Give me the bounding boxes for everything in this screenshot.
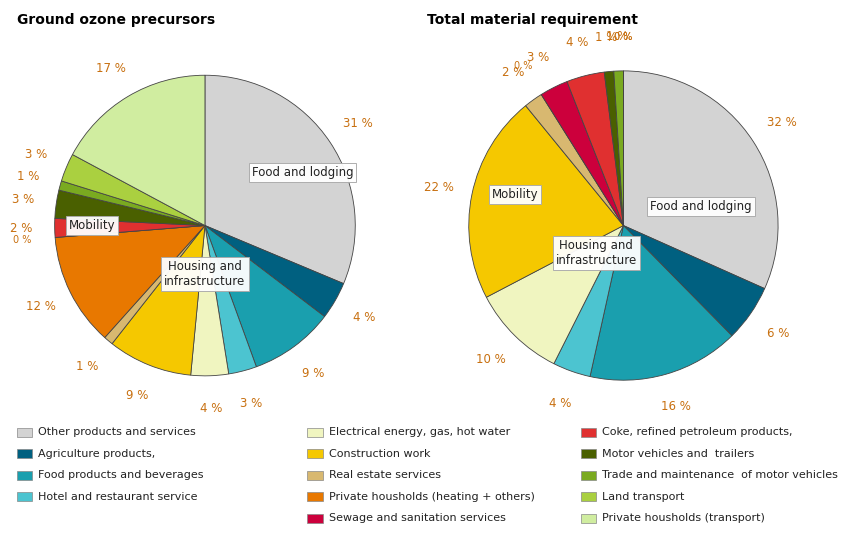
Text: 0 %: 0 % — [13, 235, 32, 245]
Wedge shape — [61, 155, 205, 226]
Text: 16 %: 16 % — [660, 401, 690, 413]
Text: Housing and
infrastructure: Housing and infrastructure — [164, 260, 246, 288]
Text: 4 %: 4 % — [200, 402, 222, 415]
Text: 2 %: 2 % — [502, 66, 524, 79]
Text: 10 %: 10 % — [476, 353, 505, 366]
Text: 0 %: 0 % — [613, 32, 632, 42]
Text: Land transport: Land transport — [601, 492, 683, 502]
Text: Coke, refined petroleum products,: Coke, refined petroleum products, — [601, 427, 792, 437]
Wedge shape — [55, 226, 205, 237]
Wedge shape — [623, 226, 763, 336]
Text: Housing and
infrastructure: Housing and infrastructure — [555, 238, 636, 266]
Wedge shape — [205, 226, 256, 374]
Wedge shape — [554, 226, 623, 376]
Wedge shape — [525, 95, 623, 226]
Wedge shape — [55, 190, 205, 226]
Text: Trade and maintenance  of motor vehicles: Trade and maintenance of motor vehicles — [601, 470, 837, 480]
Wedge shape — [112, 226, 205, 375]
Wedge shape — [589, 226, 731, 380]
Wedge shape — [73, 75, 205, 226]
Wedge shape — [541, 82, 623, 226]
Text: 31 %: 31 % — [342, 118, 372, 130]
Text: Mobility: Mobility — [69, 219, 115, 232]
Text: 2 %: 2 % — [10, 222, 32, 235]
Text: Sewage and sanitation services: Sewage and sanitation services — [328, 513, 505, 523]
Wedge shape — [205, 226, 343, 317]
Text: Motor vehicles and  trailers: Motor vehicles and trailers — [601, 449, 753, 459]
Wedge shape — [59, 181, 205, 226]
Text: Agriculture products,: Agriculture products, — [38, 449, 155, 459]
Text: 4 %: 4 % — [565, 36, 588, 49]
Text: 3 %: 3 % — [240, 396, 262, 410]
Wedge shape — [55, 219, 205, 237]
Text: 4 %: 4 % — [352, 311, 374, 324]
Text: Electrical energy, gas, hot water: Electrical energy, gas, hot water — [328, 427, 509, 437]
Wedge shape — [613, 71, 623, 226]
Text: Mobility: Mobility — [491, 188, 538, 201]
Text: 1 %: 1 % — [17, 170, 39, 183]
Text: Food and lodging: Food and lodging — [252, 166, 353, 179]
Text: 12 %: 12 % — [26, 301, 55, 314]
Text: 3 %: 3 % — [12, 193, 34, 206]
Text: 17 %: 17 % — [96, 62, 125, 75]
Text: 3 %: 3 % — [527, 50, 549, 63]
Text: 3 %: 3 % — [25, 148, 47, 161]
Text: Other products and services: Other products and services — [38, 427, 196, 437]
Text: 9 %: 9 % — [125, 389, 148, 402]
Text: Construction work: Construction work — [328, 449, 430, 459]
Text: 1 %: 1 % — [606, 31, 628, 43]
Text: Real estate services: Real estate services — [328, 470, 440, 480]
Text: Private housholds (transport): Private housholds (transport) — [601, 513, 764, 523]
Wedge shape — [55, 226, 205, 338]
Text: 4 %: 4 % — [548, 397, 571, 410]
Wedge shape — [468, 106, 623, 297]
Text: Food products and beverages: Food products and beverages — [38, 470, 204, 480]
Wedge shape — [604, 71, 623, 226]
Text: 1 %: 1 % — [76, 359, 98, 373]
Text: 9 %: 9 % — [302, 367, 324, 380]
Text: 22 %: 22 % — [423, 181, 453, 194]
Text: Food and lodging: Food and lodging — [649, 200, 751, 213]
Wedge shape — [105, 226, 205, 344]
Text: 1 %: 1 % — [594, 31, 617, 44]
Text: 0 %: 0 % — [514, 61, 531, 71]
Text: 32 %: 32 % — [766, 117, 796, 129]
Text: Ground ozone precursors: Ground ozone precursors — [17, 13, 215, 27]
Wedge shape — [623, 71, 777, 288]
Wedge shape — [541, 95, 623, 226]
Wedge shape — [190, 226, 229, 376]
Text: Hotel and restaurant service: Hotel and restaurant service — [38, 492, 198, 502]
Wedge shape — [566, 72, 623, 226]
Text: 6 %: 6 % — [766, 326, 789, 339]
Wedge shape — [205, 75, 355, 284]
Text: 0 %: 0 % — [613, 32, 632, 42]
Wedge shape — [205, 226, 324, 367]
Wedge shape — [486, 226, 623, 364]
Text: Total material requirement: Total material requirement — [426, 13, 637, 27]
Text: Private housholds (heating + others): Private housholds (heating + others) — [328, 492, 534, 502]
